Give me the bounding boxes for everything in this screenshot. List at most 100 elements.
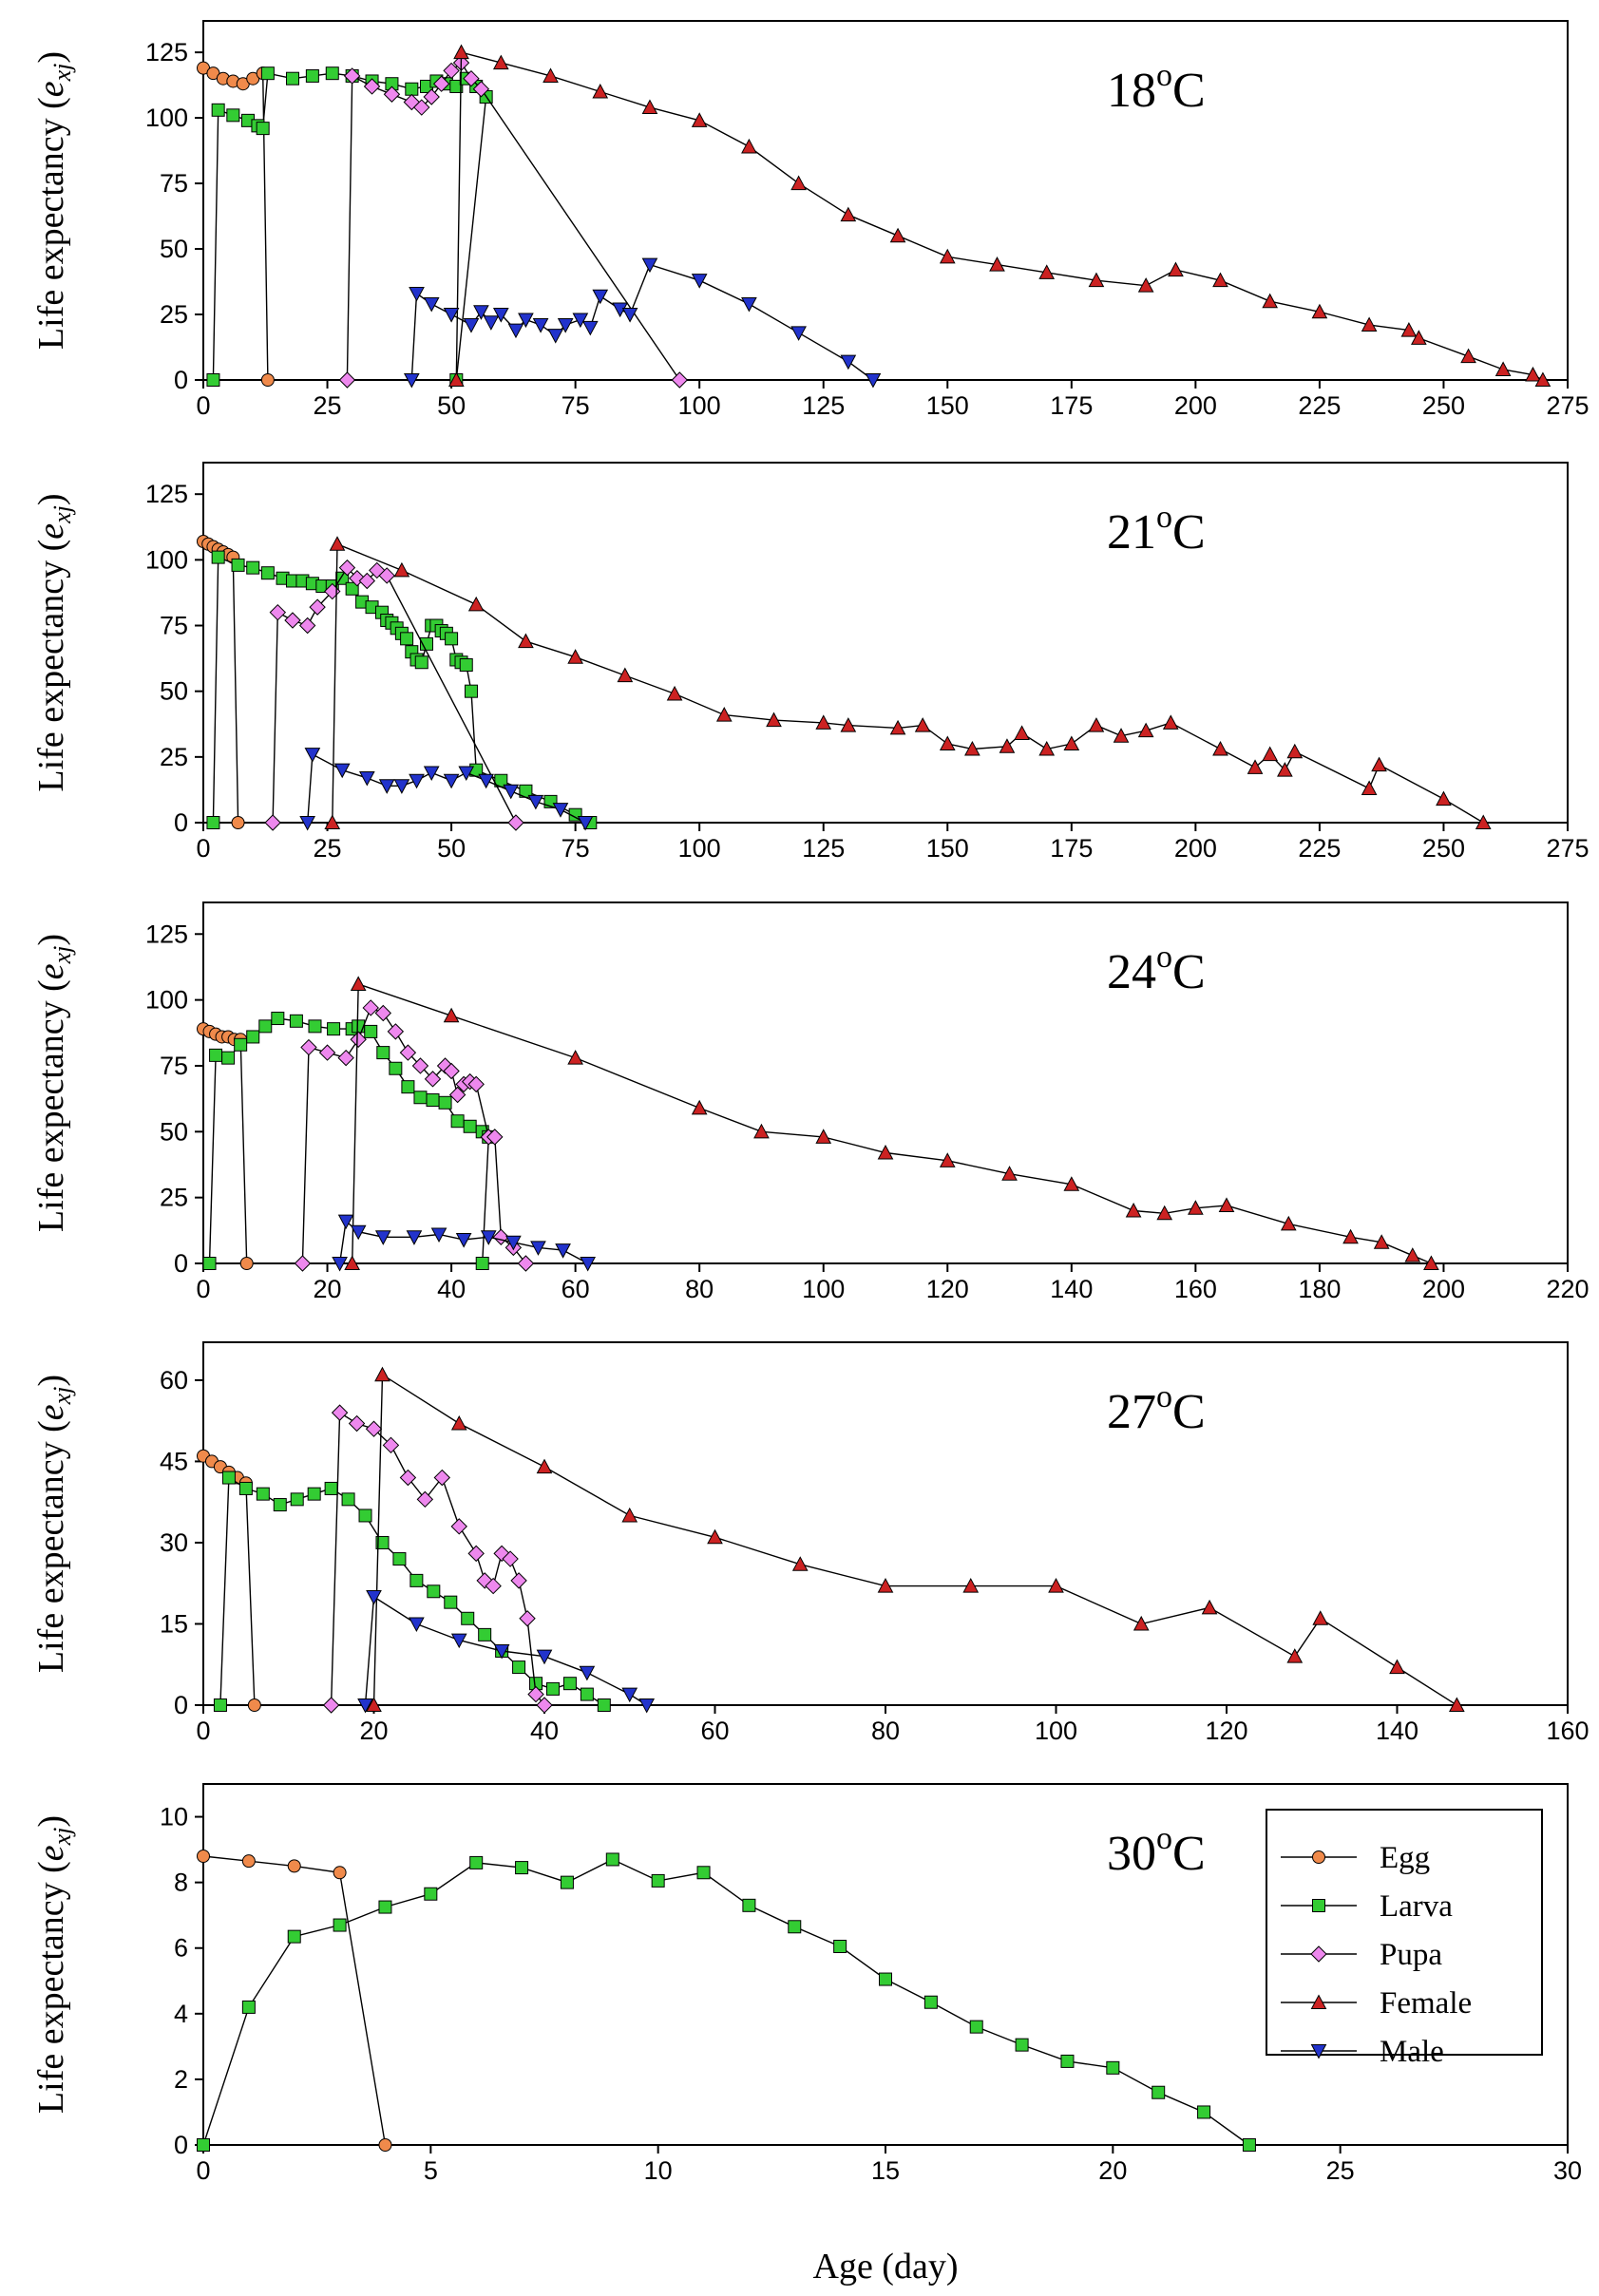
larva-point [290, 1492, 304, 1507]
temperature-label: 27oC [1107, 1379, 1206, 1439]
female-point [1404, 1247, 1421, 1262]
female-point [1212, 272, 1228, 288]
male-point [741, 296, 757, 313]
legend-label: Larva [1380, 1889, 1453, 1924]
larva-point [515, 1861, 529, 1875]
y-axis-title: Life expectancy (exj) [31, 1815, 76, 2114]
larva-point [307, 1487, 321, 1501]
female-point [1436, 790, 1452, 806]
x-tick-label: 175 [1050, 834, 1093, 863]
x-tick-label: 50 [437, 834, 466, 863]
x-tick-label: 120 [926, 1275, 969, 1303]
x-tick-label: 250 [1422, 391, 1465, 420]
y-tick-label: 50 [160, 677, 188, 706]
y-axis-title: Life expectancy (exj) [31, 1375, 76, 1673]
male-point [406, 1230, 423, 1245]
y-tick-label: 0 [174, 366, 188, 394]
female-line [372, 1373, 1457, 1706]
pupa-point [443, 1062, 460, 1080]
pupa-point [527, 1685, 544, 1703]
pupa-point [485, 1577, 502, 1595]
larva-point [238, 1481, 253, 1495]
larva-point [409, 1573, 424, 1587]
male-point [527, 794, 544, 810]
larva-point [427, 1584, 441, 1599]
plot-frame [202, 20, 1569, 381]
female-point [707, 1528, 723, 1545]
larva-point [461, 1611, 475, 1625]
female-point [518, 633, 534, 649]
male-point [492, 308, 509, 323]
female-point [344, 1255, 360, 1270]
x-tick-label: 220 [1546, 1275, 1589, 1303]
female-point [1286, 743, 1304, 759]
x-tick-label: 25 [1326, 2156, 1355, 2185]
female-point [1262, 293, 1279, 309]
y-tick-label: 75 [160, 1052, 188, 1080]
y-tick-label: 0 [174, 808, 188, 837]
male-point [473, 305, 489, 320]
y-tick-label: 25 [160, 1184, 188, 1212]
x-tick-label: 150 [926, 391, 969, 420]
pupa-point [298, 617, 316, 635]
y-tick-label: 60 [160, 1366, 188, 1395]
female-point [939, 735, 956, 751]
larva-point [211, 550, 225, 564]
larva-point [560, 1875, 574, 1889]
pupa-point [467, 1075, 485, 1093]
y-axis-title: Life expectancy (exj) [31, 934, 76, 1232]
female-point [1212, 740, 1228, 756]
female-point [1088, 272, 1105, 288]
female-point [1063, 735, 1080, 751]
male-point [393, 779, 410, 794]
legend-marker-larva [1312, 1899, 1325, 1912]
pupa-point [411, 1057, 429, 1074]
female-point [1371, 756, 1387, 772]
y-tick-label: 2 [174, 2065, 188, 2094]
female-point [877, 1578, 894, 1593]
egg-point [239, 1257, 254, 1270]
female-point [467, 596, 485, 612]
larva-point [256, 1487, 270, 1501]
larva-point [1106, 2060, 1120, 2075]
egg-line [202, 541, 239, 824]
egg-point [333, 1866, 347, 1880]
y-axis-title: Life expectancy (exj) [31, 493, 76, 791]
larva-point [401, 1080, 415, 1094]
pupa-point [382, 1436, 400, 1454]
x-tick-label: 30 [1553, 2156, 1582, 2185]
legend-entry-pupa: Pupa [1281, 1938, 1442, 1972]
larva-point [696, 1866, 711, 1880]
pupa-point [362, 999, 379, 1016]
pupa-point [486, 1129, 504, 1146]
pupa-point [348, 1414, 366, 1433]
panel-27C: 0 20 40 60 80 100 120 140 160 0 15 30 45 60 Life expec… [31, 1341, 1589, 1745]
female-point [453, 44, 469, 60]
male-point [580, 1257, 597, 1272]
legend-entry-female: Female [1281, 1986, 1472, 2021]
female-point [324, 814, 341, 829]
larva-point [444, 1595, 458, 1609]
series-male [332, 1214, 597, 1272]
pupa-point [331, 1404, 349, 1421]
female-point [1475, 814, 1492, 829]
larva-point [414, 655, 428, 670]
larva-point [389, 1061, 403, 1075]
x-tick-label: 0 [196, 391, 210, 420]
egg-point [241, 1854, 256, 1869]
y-tick-label: 100 [145, 545, 188, 574]
male-point [463, 318, 480, 333]
x-tick-label: 15 [871, 2156, 900, 2185]
female-point [989, 256, 1005, 272]
pupa-point [399, 1044, 417, 1061]
pupa-point [536, 1697, 553, 1714]
female-point [567, 1050, 583, 1065]
pupa-point [450, 1518, 467, 1535]
female-point [450, 1414, 467, 1431]
male-point [621, 308, 638, 323]
female-point [1168, 261, 1184, 277]
female-point [691, 112, 708, 127]
female-point [1048, 1578, 1064, 1593]
y-tick-label: 0 [174, 1691, 188, 1719]
legend-marker-male [1310, 2044, 1327, 2059]
